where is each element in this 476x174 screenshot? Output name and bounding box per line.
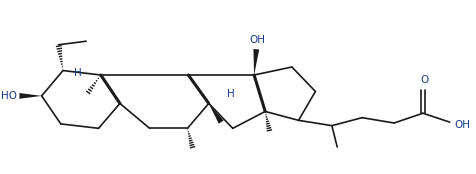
Text: OH: OH <box>453 120 469 130</box>
Text: H: H <box>74 68 81 78</box>
Polygon shape <box>253 49 258 75</box>
Text: OH: OH <box>248 35 265 45</box>
Text: HO: HO <box>1 91 17 101</box>
Text: O: O <box>420 75 428 85</box>
Polygon shape <box>20 93 41 99</box>
Text: H: H <box>227 89 234 99</box>
Polygon shape <box>208 104 223 124</box>
